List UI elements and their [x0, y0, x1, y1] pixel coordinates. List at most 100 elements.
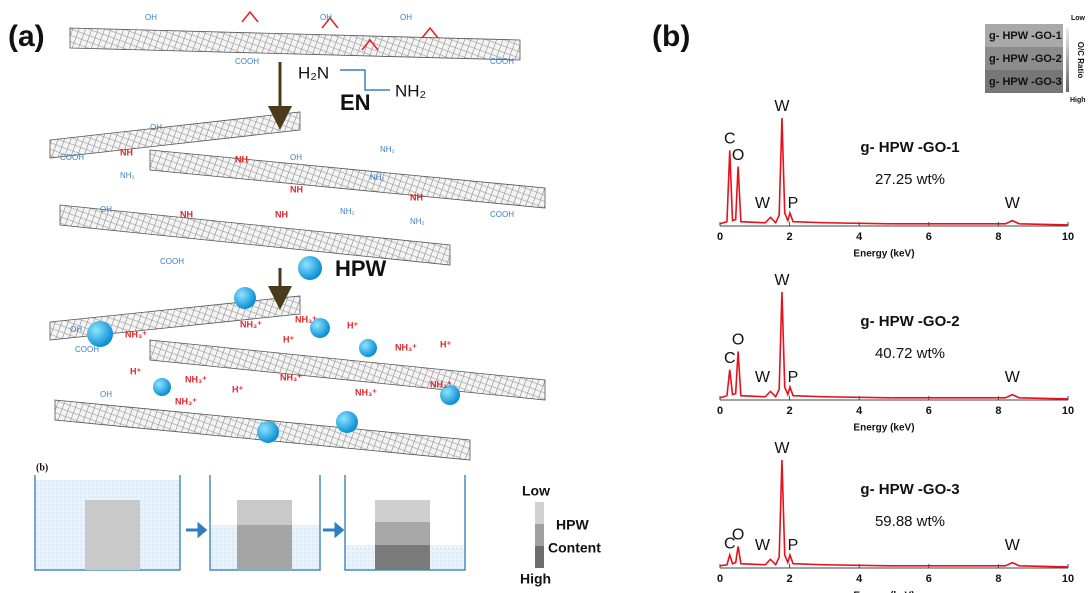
x-tick-label: 4 [856, 573, 863, 585]
peak-label: P [788, 195, 799, 212]
graphene-sheet [150, 340, 545, 400]
membrane [375, 545, 430, 570]
functional-group: H⁺ [232, 384, 243, 394]
chart-title: g- HPW -GO-2 [860, 313, 959, 330]
functional-group: H⁺ [283, 334, 294, 344]
hpw-ball [257, 421, 279, 443]
peak-label: W [755, 537, 771, 554]
membrane [237, 525, 292, 570]
x-tick-label: 10 [1062, 573, 1074, 585]
x-tick-label: 4 [856, 231, 863, 243]
functional-group: NH [290, 184, 303, 194]
chart-subtitle: 27.25 wt% [875, 171, 945, 188]
additive: HPW [335, 256, 387, 281]
x-tick-label: 6 [926, 231, 932, 243]
scale-mid: Content [548, 540, 601, 556]
legend-entry: g- HPW -GO-3 [989, 76, 1062, 88]
x-tick-label: 8 [995, 573, 1001, 585]
peak-label: W [1005, 537, 1021, 554]
step-arrow [323, 525, 342, 535]
functional-group: NH [235, 154, 248, 164]
legend-title: O/C Ratio [1076, 42, 1085, 79]
x-tick-label: 0 [717, 405, 723, 417]
x-tick-label: 2 [787, 405, 793, 417]
functional-group: NH₃⁺ [240, 319, 262, 329]
graphene-sheet [70, 28, 520, 60]
functional-group: NH₃⁺ [395, 342, 417, 352]
functional-group: OH [150, 123, 162, 132]
functional-group: NH [180, 209, 193, 219]
functional-group: COOH [235, 57, 259, 66]
peak-label: P [788, 537, 799, 554]
functional-group: NH [275, 209, 288, 219]
functional-group: H⁺ [347, 320, 358, 330]
peak-label: O [732, 147, 744, 164]
step-arrow [186, 525, 205, 535]
functional-group: NH₃⁺ [185, 374, 207, 384]
legend-bottom: High [1070, 97, 1086, 104]
functional-group: NH₂ [340, 207, 355, 216]
legend-gradient [1066, 28, 1069, 92]
reagent: EN [340, 90, 371, 115]
epoxy [242, 12, 258, 22]
peak-label: W [755, 195, 771, 212]
peak-label: C [724, 131, 736, 148]
x-tick-label: 2 [787, 231, 793, 243]
ethylene [340, 70, 390, 90]
scale-bar [535, 546, 544, 568]
functional-group: NH [410, 192, 423, 202]
x-axis-label: Energy (keV) [853, 423, 914, 434]
x-tick-label: 0 [717, 231, 723, 243]
functional-group: COOH [490, 210, 514, 219]
x-tick-label: 4 [856, 405, 863, 417]
figure: (a)H₂NNH₂ENHPWOHOHOHCOOHCOOHOHOHCOOHNHNH… [0, 0, 1088, 593]
functional-group: OH [70, 325, 82, 334]
chart-subtitle: 59.88 wt% [875, 513, 945, 530]
x-tick-label: 0 [717, 573, 723, 585]
peak-label: W [1005, 195, 1021, 212]
functional-group: NH₃⁺ [175, 396, 197, 406]
peak-label: P [788, 369, 799, 386]
scale-bar [535, 524, 544, 546]
membrane [237, 500, 292, 525]
functional-group: NH [120, 147, 133, 157]
page: (a)H₂NNH₂ENHPWOHOHOHCOOHCOOHOHOHCOOHNHNH… [0, 0, 1088, 593]
peak-label: O [732, 527, 744, 544]
panel-b: (b)g- HPW -GO-1g- HPW -GO-2g- HPW -GO-3L… [652, 15, 1086, 593]
peak-label: W [755, 369, 771, 386]
amine-right: NH₂ [395, 81, 426, 100]
functional-group: COOH [60, 153, 84, 162]
hpw-ball [87, 321, 113, 347]
x-axis-label: Energy (keV) [853, 249, 914, 260]
membrane [375, 522, 430, 545]
legend-entry: g- HPW -GO-1 [989, 30, 1062, 42]
x-tick-label: 6 [926, 573, 932, 585]
x-tick-label: 2 [787, 573, 793, 585]
peak-label: C [724, 350, 736, 367]
peak-label: W [1005, 369, 1021, 386]
scale-bar [535, 502, 544, 524]
hpw-ball [359, 339, 377, 357]
inset-label: (b) [36, 462, 48, 473]
functional-group: OH [145, 13, 157, 22]
functional-group: NH₃⁺ [430, 379, 452, 389]
functional-group: COOH [75, 345, 99, 354]
chart-subtitle: 40.72 wt% [875, 345, 945, 362]
hpw-ball [234, 287, 256, 309]
x-tick-label: 8 [995, 231, 1001, 243]
x-tick-label: 6 [926, 405, 932, 417]
graphene-sheet [150, 150, 545, 208]
functional-group: H⁺ [130, 366, 141, 376]
functional-group: OH [400, 13, 412, 22]
graphene-sheet [50, 112, 300, 158]
x-tick-label: 10 [1062, 231, 1074, 243]
functional-group: OH [320, 13, 332, 22]
membrane [85, 500, 140, 570]
scale-top: Low [522, 483, 550, 499]
graphene-sheet [60, 205, 450, 265]
functional-group: NH₃⁺ [125, 329, 147, 339]
peak-label: W [774, 272, 790, 289]
peak-label: W [774, 440, 790, 457]
x-tick-label: 8 [995, 405, 1001, 417]
